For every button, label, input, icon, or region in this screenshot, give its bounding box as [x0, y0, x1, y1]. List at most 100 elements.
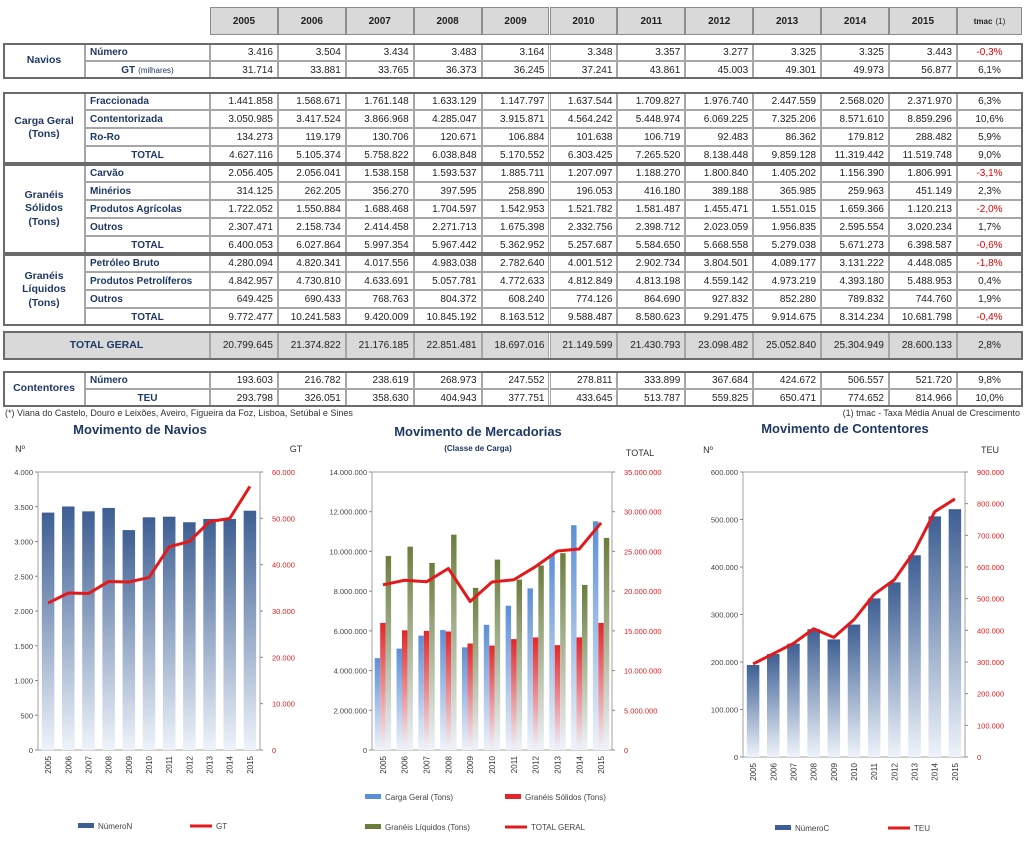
cell: 1.550.884	[277, 200, 346, 218]
x-tick-label: 2010	[488, 755, 497, 773]
header-text: 2006	[300, 15, 323, 27]
cell: 5.105.374	[277, 146, 346, 164]
bar	[102, 507, 115, 750]
cell: 1.704.597	[413, 200, 482, 218]
cell: 3.164	[481, 43, 550, 61]
cell: 11.319.442	[821, 146, 889, 164]
cell: 106.884	[481, 128, 550, 146]
cell: 768.763	[345, 290, 414, 308]
y2-tick-label: 900.000	[977, 468, 1004, 477]
y2-tick-label: 35.000.000	[624, 468, 662, 477]
x-tick-label: 2014	[575, 755, 584, 773]
legend-swatch	[78, 823, 94, 828]
cell: 36.245	[481, 61, 550, 79]
section-label: Granéis Sólidos (Tons)	[3, 164, 85, 254]
cell: 1.688.468	[345, 200, 414, 218]
row-label-text: Outros	[90, 293, 123, 305]
cell: 1.637.544	[549, 92, 618, 110]
y2-tick-label: 500.000	[977, 595, 1004, 604]
x-tick-label: 2010	[850, 762, 859, 780]
header-text: 2013	[776, 15, 799, 27]
cell: 3.504	[277, 43, 346, 61]
row-label: TOTAL	[85, 308, 210, 326]
cell: 3.325	[753, 43, 822, 61]
cell: 1.593.537	[413, 164, 482, 182]
y2-tick-label: 800.000	[977, 500, 1004, 509]
cell: 4.285.047	[413, 110, 482, 128]
header-text: tmac	[973, 16, 993, 26]
row-label-text: Petróleo Bruto	[90, 257, 160, 269]
cell: 424.672	[753, 371, 822, 389]
bar	[908, 555, 921, 757]
cell: 6.400.053	[210, 236, 278, 254]
cell: 864.690	[617, 290, 686, 308]
y-tick-label: 14.000.000	[329, 468, 367, 477]
row-label: TOTAL	[85, 146, 210, 164]
cell: 6,3%	[957, 92, 1022, 110]
header-cell: tmac (1)	[957, 7, 1022, 35]
cell: 389.188	[685, 182, 754, 200]
bar	[948, 509, 962, 757]
legend-label: NúmeroC	[795, 824, 829, 833]
legend-swatch	[775, 825, 791, 830]
row-label: GT (milhares)	[85, 61, 210, 79]
cell: 2.447.559	[753, 92, 822, 110]
cell: 258.890	[481, 182, 550, 200]
row-label-text: TEU	[137, 392, 158, 404]
y-tick-label: 3.500	[14, 503, 33, 512]
x-tick-label: 2014	[226, 755, 235, 773]
x-tick-label: 2005	[379, 755, 388, 773]
cell: 2.414.458	[345, 218, 414, 236]
y-tick-label: 1.000	[14, 677, 33, 686]
cell: 377.751	[481, 389, 550, 407]
cell: 45.003	[685, 61, 754, 79]
cell: 8.138.448	[685, 146, 754, 164]
cell: 3.915.871	[481, 110, 550, 128]
cell: 1.405.202	[753, 164, 822, 182]
cell: 288.482	[889, 128, 957, 146]
cell: 49.973	[821, 61, 889, 79]
cell: 774.652	[821, 389, 889, 407]
x-tick-label: 2011	[165, 755, 174, 773]
bar	[483, 624, 490, 750]
header-text: 2011	[640, 15, 663, 27]
x-tick-label: 2007	[789, 762, 798, 780]
cell: 106.719	[617, 128, 686, 146]
cell: 5.257.687	[549, 236, 618, 254]
cell: 2.271.713	[413, 218, 482, 236]
y2-tick-label: 30.000	[272, 607, 295, 616]
cell: 1.800.840	[685, 164, 754, 182]
bar	[472, 587, 479, 750]
y-tick-label: 4.000	[14, 468, 33, 477]
cell: 4.280.094	[210, 254, 278, 272]
bar	[223, 518, 236, 750]
cell: 1.675.398	[481, 218, 550, 236]
y2-tick-label: 50.000	[272, 514, 295, 523]
row-label: TEU	[85, 389, 210, 407]
legend-swatch	[365, 824, 381, 829]
y-tick-label: 100.000	[711, 706, 738, 715]
cell: 101.638	[549, 128, 618, 146]
cell: 10.845.192	[413, 308, 482, 326]
cell: 6.027.864	[277, 236, 346, 254]
cell: 1,9%	[957, 290, 1022, 308]
cell: 4.813.198	[617, 272, 686, 290]
row-label-text: TOTAL	[131, 311, 164, 323]
cell: 21.374.822	[277, 331, 346, 360]
x-tick-label: 2012	[532, 755, 541, 773]
chart-title: Movimento de Navios	[73, 422, 207, 437]
cell: 6.303.425	[549, 146, 618, 164]
cell: 21.430.793	[617, 331, 686, 360]
y-tick-label: 8.000.000	[334, 587, 367, 596]
row-label-text: TOTAL	[131, 239, 164, 251]
cell: 2.595.554	[821, 218, 889, 236]
cell: 1.441.858	[210, 92, 278, 110]
x-tick-label: 2011	[510, 755, 519, 773]
cell: -0,4%	[957, 308, 1022, 326]
y-tick-label: 2.000	[14, 607, 33, 616]
cell: 4.820.341	[277, 254, 346, 272]
bar	[888, 582, 901, 757]
cell: 10.241.583	[277, 308, 346, 326]
row-label: Ro-Ro	[85, 128, 210, 146]
legend-label: Granéis Líquidos (Tons)	[385, 823, 470, 832]
